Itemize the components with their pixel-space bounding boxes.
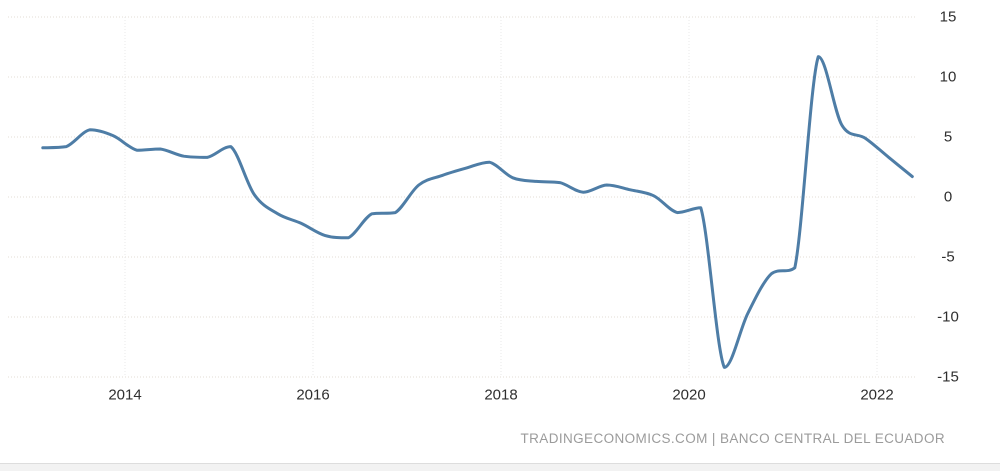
y-axis-tick-label: 0: [943, 188, 953, 206]
y-axis-tick-label: -15: [937, 368, 959, 386]
y-axis-tick-label: -5: [941, 248, 955, 266]
y-axis-tick-label: -10: [937, 308, 959, 326]
y-axis-tick-label: 10: [939, 68, 957, 86]
series-group: [41, 55, 914, 369]
x-axis-tick-label: 2022: [860, 386, 894, 404]
x-axis-tick-label: 2014: [108, 386, 142, 404]
y-axis-tick-label: 5: [943, 128, 953, 146]
attribution-link[interactable]: TRADINGECONOMICS.COM | BANCO CENTRAL DEL…: [520, 431, 945, 446]
vertical-gridlines: [124, 17, 878, 377]
y-axis-tick-label: 15: [939, 8, 957, 26]
x-axis-tick-label: 2016: [296, 386, 330, 404]
x-axis-tick-label: 2020: [672, 386, 706, 404]
bottom-border-strip: [0, 463, 1000, 471]
gdp-growth-series-line: [41, 55, 914, 369]
x-axis-tick-label: 2018: [484, 386, 518, 404]
horizontal-gridlines: [8, 16, 915, 378]
